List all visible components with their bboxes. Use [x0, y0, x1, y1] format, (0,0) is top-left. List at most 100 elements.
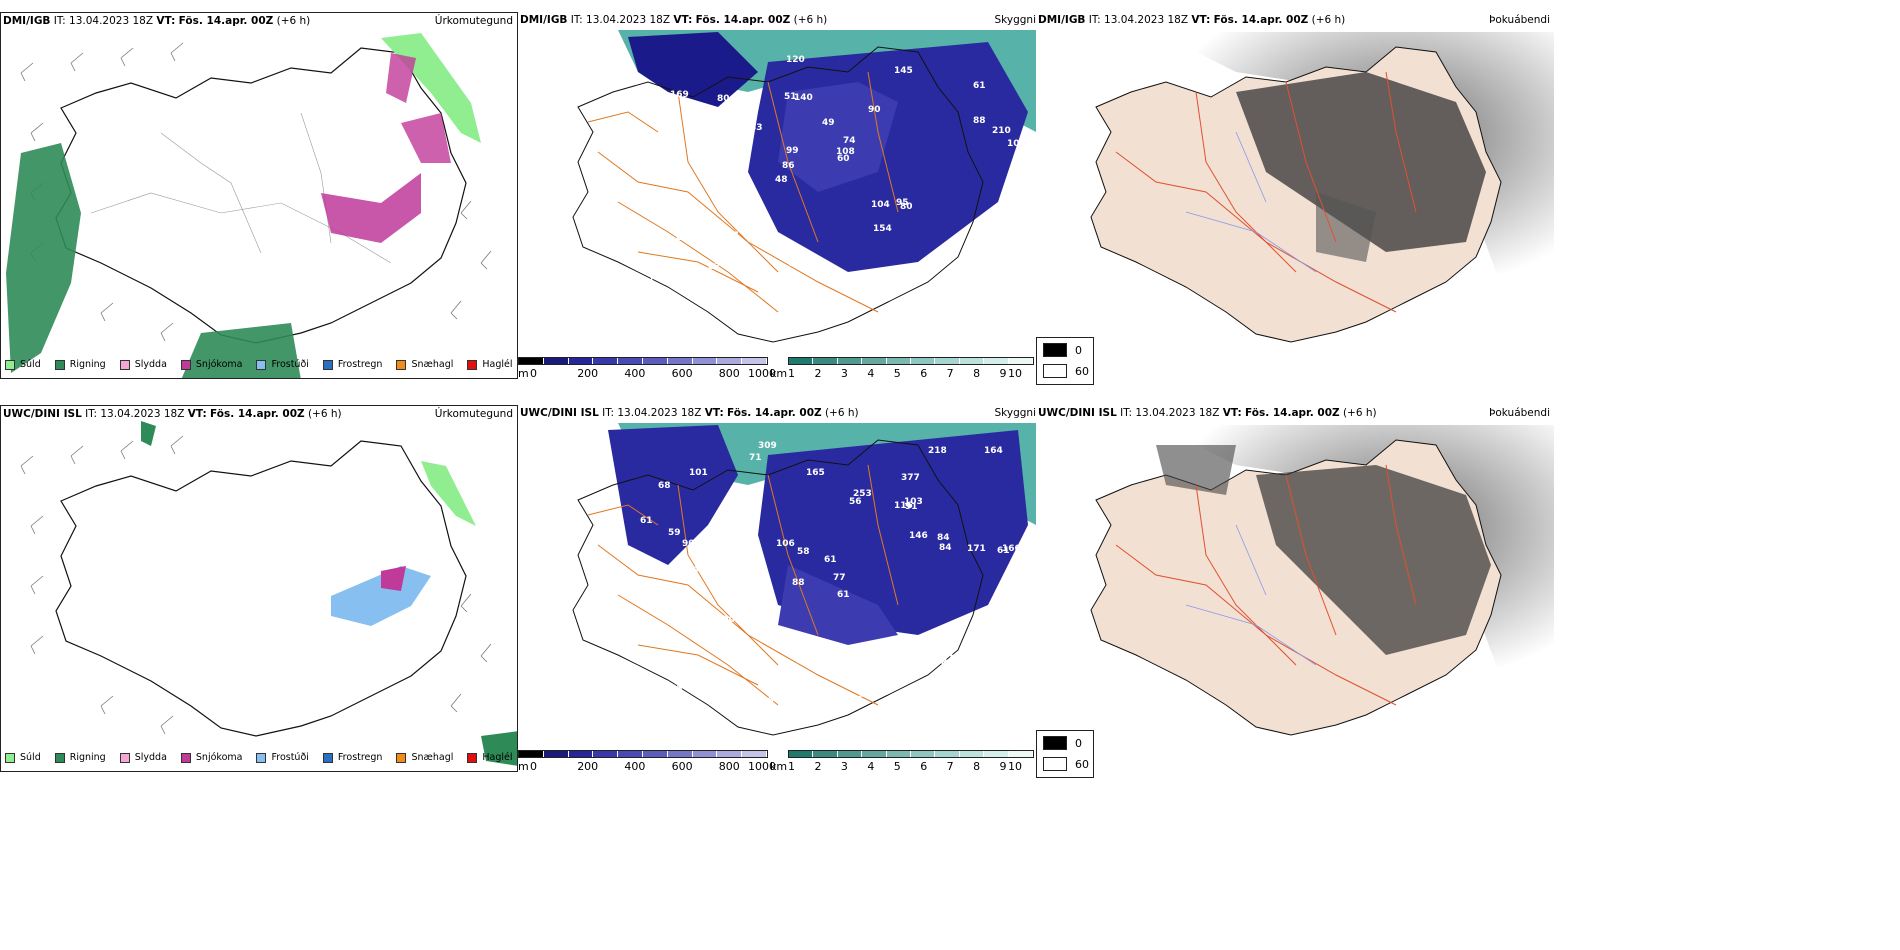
legend-label: Snæhagl — [411, 752, 454, 763]
legend-swatch — [180, 752, 191, 763]
cloud-map: 3093776188616068116605661657194765614021… — [572, 423, 1036, 736]
colorbar-cell — [935, 358, 960, 364]
panel-header: DMI/IGB IT: 13.04.2023 18Z VT: Fös. 14.a… — [3, 15, 311, 27]
precip-map — [6, 33, 492, 378]
cloud-base-value: 83 — [750, 123, 763, 133]
colorbar-cell — [618, 358, 643, 364]
cloud-base-value: 103 — [904, 497, 923, 507]
cloud-base-value: 309 — [758, 441, 777, 451]
fog-map — [1090, 32, 1554, 343]
legend-swatch — [119, 359, 130, 370]
cloud-base-value: 58 — [797, 547, 810, 557]
model-name: DMI/IGB — [3, 15, 51, 27]
panel-title: Úrkomutegund — [434, 408, 513, 420]
legend-label: Slydda — [134, 752, 167, 763]
cloud-base-value: 77 — [833, 573, 846, 583]
cloud-base-value: 253 — [853, 489, 872, 499]
legend-label: Haglél — [482, 752, 513, 763]
cloud-base-value: 154 — [873, 224, 892, 234]
precip-map — [20, 421, 517, 766]
cloud-base-value: 167 — [720, 231, 739, 241]
legend-item: Slydda — [119, 752, 167, 763]
colorbar-cell — [886, 751, 912, 757]
cloud-base-value: 49 — [822, 118, 835, 128]
cloud-base-value: 97 — [878, 688, 891, 698]
legend-swatch — [54, 359, 65, 370]
cloud-base-value: 60 — [686, 566, 699, 576]
colorbar-tick: 2 — [814, 760, 822, 773]
colorbar-tick: 6 — [920, 760, 928, 773]
cloud-base-value: 68 — [658, 481, 671, 491]
cloud-base-value: 76 — [947, 654, 960, 664]
colorbar-tick: 200 — [577, 367, 599, 380]
legend-swatch — [119, 752, 130, 763]
legend-label: Frostregn — [337, 359, 383, 370]
cloud-base-value: 73 — [739, 125, 752, 135]
panel-title: Úrkomutegund — [434, 15, 513, 27]
cloud-base-value: 61 — [973, 81, 986, 91]
cloud-base-value: 136 — [755, 696, 774, 706]
cloud-base-value: 201 — [937, 284, 956, 294]
legend-label: Snæhagl — [411, 359, 454, 370]
legend-swatch — [322, 752, 333, 763]
colorbar-cell — [862, 751, 887, 757]
legend-label: Slydda — [134, 359, 167, 370]
colorbar-tick: 600 — [671, 367, 693, 380]
legend-label: Súld — [20, 752, 41, 763]
cloud-base-value: 220 — [644, 628, 663, 638]
colorbar-cell — [692, 751, 718, 757]
legend-swatch — [256, 752, 267, 763]
cloud-base-value: 165 — [806, 468, 825, 478]
cloud-base-value: 89 — [948, 666, 961, 676]
colorbar-cell — [959, 751, 985, 757]
cloud-base-value: 106 — [776, 539, 795, 549]
cloud-base-value: 160 — [962, 256, 981, 266]
visibility-colorbar-bottom: km 1 2 3 4 5 6 7 8 9 10 — [770, 750, 1034, 773]
colorbar-cell — [568, 358, 594, 364]
cloud-base-value: 90 — [682, 539, 695, 549]
cloud-base-value: 230 — [653, 290, 672, 300]
legend-swatch — [467, 359, 478, 370]
cloud-map: 170 51 61 48 90 50 51 49 65 83 74 87 140 74 80 169 120 10… — [572, 30, 1036, 343]
colorbar-cell — [642, 358, 668, 364]
colorbar-tick: 3 — [840, 367, 848, 380]
legend-item: Frostúði — [256, 752, 309, 763]
model-name: UWC/DINI ISL — [3, 408, 82, 420]
cloud-base-value: 28 — [666, 238, 679, 248]
cloud-base-value: 377 — [901, 473, 920, 483]
colorbar-cell — [984, 751, 1009, 757]
colorbar-cell — [911, 358, 936, 364]
cloud-base-value: 99 — [786, 146, 799, 156]
legend-item: Súld — [5, 752, 41, 763]
legend-swatch — [322, 359, 333, 370]
cloud-base-value: 56 — [849, 497, 862, 507]
cloud-base-value: 218 — [928, 446, 947, 456]
legend-label: Snjókoma — [195, 752, 243, 763]
legend-swatch — [54, 752, 65, 763]
cloud-base-value: 140 — [796, 656, 815, 666]
cloud-base-value: 90 — [868, 105, 881, 115]
cloud-base-value: 80 — [900, 202, 913, 212]
colorbar-cell — [742, 751, 767, 757]
cloud-base-value: 84 — [939, 543, 952, 553]
colorbar-cell — [642, 751, 668, 757]
issue-time: 13.04.2023 18Z — [100, 408, 185, 420]
precip-type-panel-top: DMI/IGB IT: 13.04.2023 18Z VT: Fös. 14.a… — [0, 12, 518, 379]
legend-item: Haglél — [467, 359, 513, 370]
colorbar-cell — [543, 751, 569, 757]
cloud-base-value: 119 — [674, 672, 693, 682]
cloud-base-value: 146 — [909, 531, 928, 541]
cloud-base-value: 145 — [879, 639, 898, 649]
legend-item: Snjókoma — [180, 752, 243, 763]
cloud-base-value: 100 — [716, 615, 735, 625]
cloud-base-value: 89 — [941, 658, 954, 668]
cloud-base-value: 61 — [824, 555, 837, 565]
legend-swatch — [396, 752, 407, 763]
panel-header: UWC/DINI ISL IT: 13.04.2023 18Z VT: Fös.… — [520, 407, 859, 419]
cloud-base-value: 120 — [778, 671, 797, 681]
cloud-base-value: 120 — [786, 55, 805, 65]
legend-swatch — [5, 359, 15, 370]
cloud-base-value: 76 — [842, 696, 855, 706]
colorbar-cell — [813, 358, 838, 364]
colorbar-tick: 10 — [1008, 760, 1022, 773]
